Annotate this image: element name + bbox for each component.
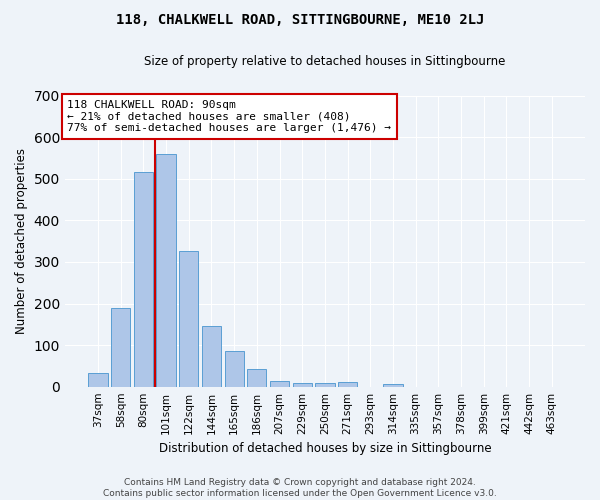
Bar [88, 373, 108, 386]
Bar [134, 172, 153, 386]
Bar [270, 381, 289, 386]
Text: 118 CHALKWELL ROAD: 90sqm
← 21% of detached houses are smaller (408)
77% of semi: 118 CHALKWELL ROAD: 90sqm ← 21% of detac… [67, 100, 391, 133]
Bar [157, 154, 176, 386]
X-axis label: Distribution of detached houses by size in Sittingbourne: Distribution of detached houses by size … [158, 442, 491, 455]
Bar [338, 382, 357, 386]
Bar [293, 382, 312, 386]
Text: 118, CHALKWELL ROAD, SITTINGBOURNE, ME10 2LJ: 118, CHALKWELL ROAD, SITTINGBOURNE, ME10… [116, 12, 484, 26]
Text: Contains HM Land Registry data © Crown copyright and database right 2024.
Contai: Contains HM Land Registry data © Crown c… [103, 478, 497, 498]
Bar [111, 308, 130, 386]
Bar [383, 384, 403, 386]
Title: Size of property relative to detached houses in Sittingbourne: Size of property relative to detached ho… [144, 55, 506, 68]
Bar [179, 250, 199, 386]
Bar [247, 369, 266, 386]
Bar [315, 382, 335, 386]
Bar [224, 351, 244, 386]
Bar [202, 326, 221, 386]
Y-axis label: Number of detached properties: Number of detached properties [15, 148, 28, 334]
